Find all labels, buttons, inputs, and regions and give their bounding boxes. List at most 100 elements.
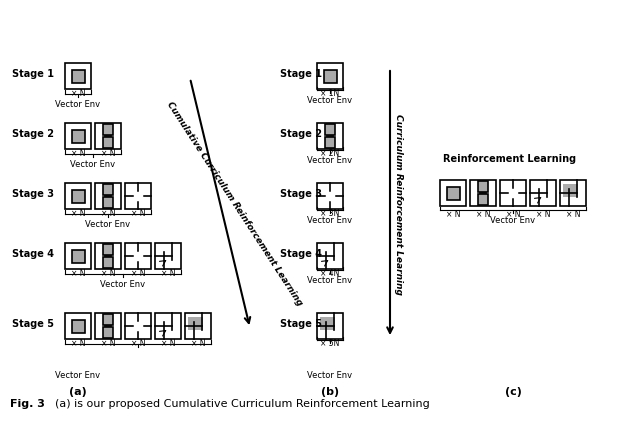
Text: × N: × N xyxy=(131,338,145,347)
FancyBboxPatch shape xyxy=(479,182,488,192)
Text: Fig. 3: Fig. 3 xyxy=(10,398,45,408)
FancyBboxPatch shape xyxy=(155,313,181,339)
FancyBboxPatch shape xyxy=(447,187,460,200)
Text: Vector Env: Vector Env xyxy=(307,155,353,165)
FancyBboxPatch shape xyxy=(104,258,113,268)
FancyBboxPatch shape xyxy=(317,124,343,150)
FancyBboxPatch shape xyxy=(317,184,343,209)
FancyBboxPatch shape xyxy=(104,125,113,135)
FancyBboxPatch shape xyxy=(125,244,151,269)
FancyBboxPatch shape xyxy=(500,180,526,207)
Text: Curriculum Reinforcement Learning: Curriculum Reinforcement Learning xyxy=(394,113,403,294)
Text: Vector Env: Vector Env xyxy=(307,370,353,379)
FancyBboxPatch shape xyxy=(95,313,121,339)
FancyBboxPatch shape xyxy=(155,244,181,269)
FancyBboxPatch shape xyxy=(104,328,113,338)
Text: Vector Env: Vector Env xyxy=(307,215,353,225)
FancyBboxPatch shape xyxy=(470,180,496,207)
Text: (c): (c) xyxy=(504,386,522,396)
FancyBboxPatch shape xyxy=(323,71,337,83)
FancyBboxPatch shape xyxy=(104,138,113,148)
FancyBboxPatch shape xyxy=(530,180,556,207)
FancyBboxPatch shape xyxy=(65,313,91,339)
Text: Stage 3: Stage 3 xyxy=(280,189,322,198)
Text: × N: × N xyxy=(536,209,550,219)
Text: × 1N: × 1N xyxy=(321,89,340,98)
Text: Stage 4: Stage 4 xyxy=(280,248,322,258)
Text: × N: × N xyxy=(476,209,490,219)
FancyBboxPatch shape xyxy=(72,320,84,333)
Text: × N: × N xyxy=(445,209,460,219)
Text: Stage 1: Stage 1 xyxy=(12,69,54,79)
FancyBboxPatch shape xyxy=(317,64,343,90)
Text: Stage 5: Stage 5 xyxy=(280,318,322,328)
Text: (a): (a) xyxy=(69,386,87,396)
Text: Vector Env: Vector Env xyxy=(85,219,131,229)
Text: × N: × N xyxy=(71,338,85,347)
Text: Vector Env: Vector Env xyxy=(70,159,116,169)
Text: Stage 2: Stage 2 xyxy=(280,129,322,139)
FancyBboxPatch shape xyxy=(95,184,121,209)
FancyBboxPatch shape xyxy=(72,130,84,143)
Text: Vector Env: Vector Env xyxy=(56,370,100,379)
FancyBboxPatch shape xyxy=(479,195,488,205)
FancyBboxPatch shape xyxy=(317,244,343,269)
Text: × N: × N xyxy=(100,208,115,218)
Text: Reinforcement Learning: Reinforcement Learning xyxy=(444,154,577,164)
Text: Vector Env: Vector Env xyxy=(100,279,145,288)
FancyBboxPatch shape xyxy=(125,184,151,209)
Text: × N: × N xyxy=(71,89,85,98)
Text: × N: × N xyxy=(100,268,115,277)
Text: × 2N: × 2N xyxy=(321,148,340,158)
Text: × N: × N xyxy=(71,208,85,218)
FancyBboxPatch shape xyxy=(326,125,335,135)
Text: × N: × N xyxy=(191,338,205,347)
FancyBboxPatch shape xyxy=(72,190,84,203)
Text: × 4N: × 4N xyxy=(320,268,340,277)
Text: (b): (b) xyxy=(321,386,339,396)
Text: Stage 5: Stage 5 xyxy=(12,318,54,328)
Text: × 3N: × 3N xyxy=(320,208,340,218)
Text: × N: × N xyxy=(506,209,520,219)
FancyBboxPatch shape xyxy=(104,198,113,208)
Text: × N: × N xyxy=(566,209,580,219)
FancyBboxPatch shape xyxy=(185,313,211,339)
Text: Vector Env: Vector Env xyxy=(56,100,100,109)
FancyBboxPatch shape xyxy=(563,184,578,198)
FancyBboxPatch shape xyxy=(72,250,84,263)
FancyBboxPatch shape xyxy=(560,180,586,207)
Text: × N: × N xyxy=(100,148,115,158)
FancyBboxPatch shape xyxy=(65,184,91,209)
Text: Stage 1: Stage 1 xyxy=(280,69,322,79)
FancyBboxPatch shape xyxy=(65,64,91,90)
Text: Vector Env: Vector Env xyxy=(307,276,353,284)
Text: × N: × N xyxy=(71,148,85,158)
Text: Stage 4: Stage 4 xyxy=(12,248,54,258)
FancyBboxPatch shape xyxy=(326,138,335,148)
FancyBboxPatch shape xyxy=(317,313,343,339)
FancyBboxPatch shape xyxy=(95,124,121,150)
FancyBboxPatch shape xyxy=(72,71,84,83)
FancyBboxPatch shape xyxy=(65,124,91,150)
Text: × N: × N xyxy=(100,338,115,347)
FancyBboxPatch shape xyxy=(319,317,335,330)
Text: × 5N: × 5N xyxy=(320,338,340,347)
Text: Stage 3: Stage 3 xyxy=(12,189,54,198)
FancyBboxPatch shape xyxy=(95,244,121,269)
FancyBboxPatch shape xyxy=(104,245,113,255)
Text: × N: × N xyxy=(131,208,145,218)
Text: Vector Env: Vector Env xyxy=(490,215,536,225)
Text: × N: × N xyxy=(161,338,175,347)
Text: Vector Env: Vector Env xyxy=(307,96,353,105)
Text: × N: × N xyxy=(71,268,85,277)
Text: × N: × N xyxy=(131,268,145,277)
Text: × N: × N xyxy=(161,268,175,277)
Text: Cumulative Curriculum Reinforcement Learning: Cumulative Curriculum Reinforcement Lear… xyxy=(166,100,305,307)
FancyBboxPatch shape xyxy=(65,244,91,269)
FancyBboxPatch shape xyxy=(125,313,151,339)
FancyBboxPatch shape xyxy=(104,185,113,195)
FancyBboxPatch shape xyxy=(104,314,113,325)
FancyBboxPatch shape xyxy=(188,317,204,330)
Text: Stage 2: Stage 2 xyxy=(12,129,54,139)
FancyBboxPatch shape xyxy=(440,180,466,207)
